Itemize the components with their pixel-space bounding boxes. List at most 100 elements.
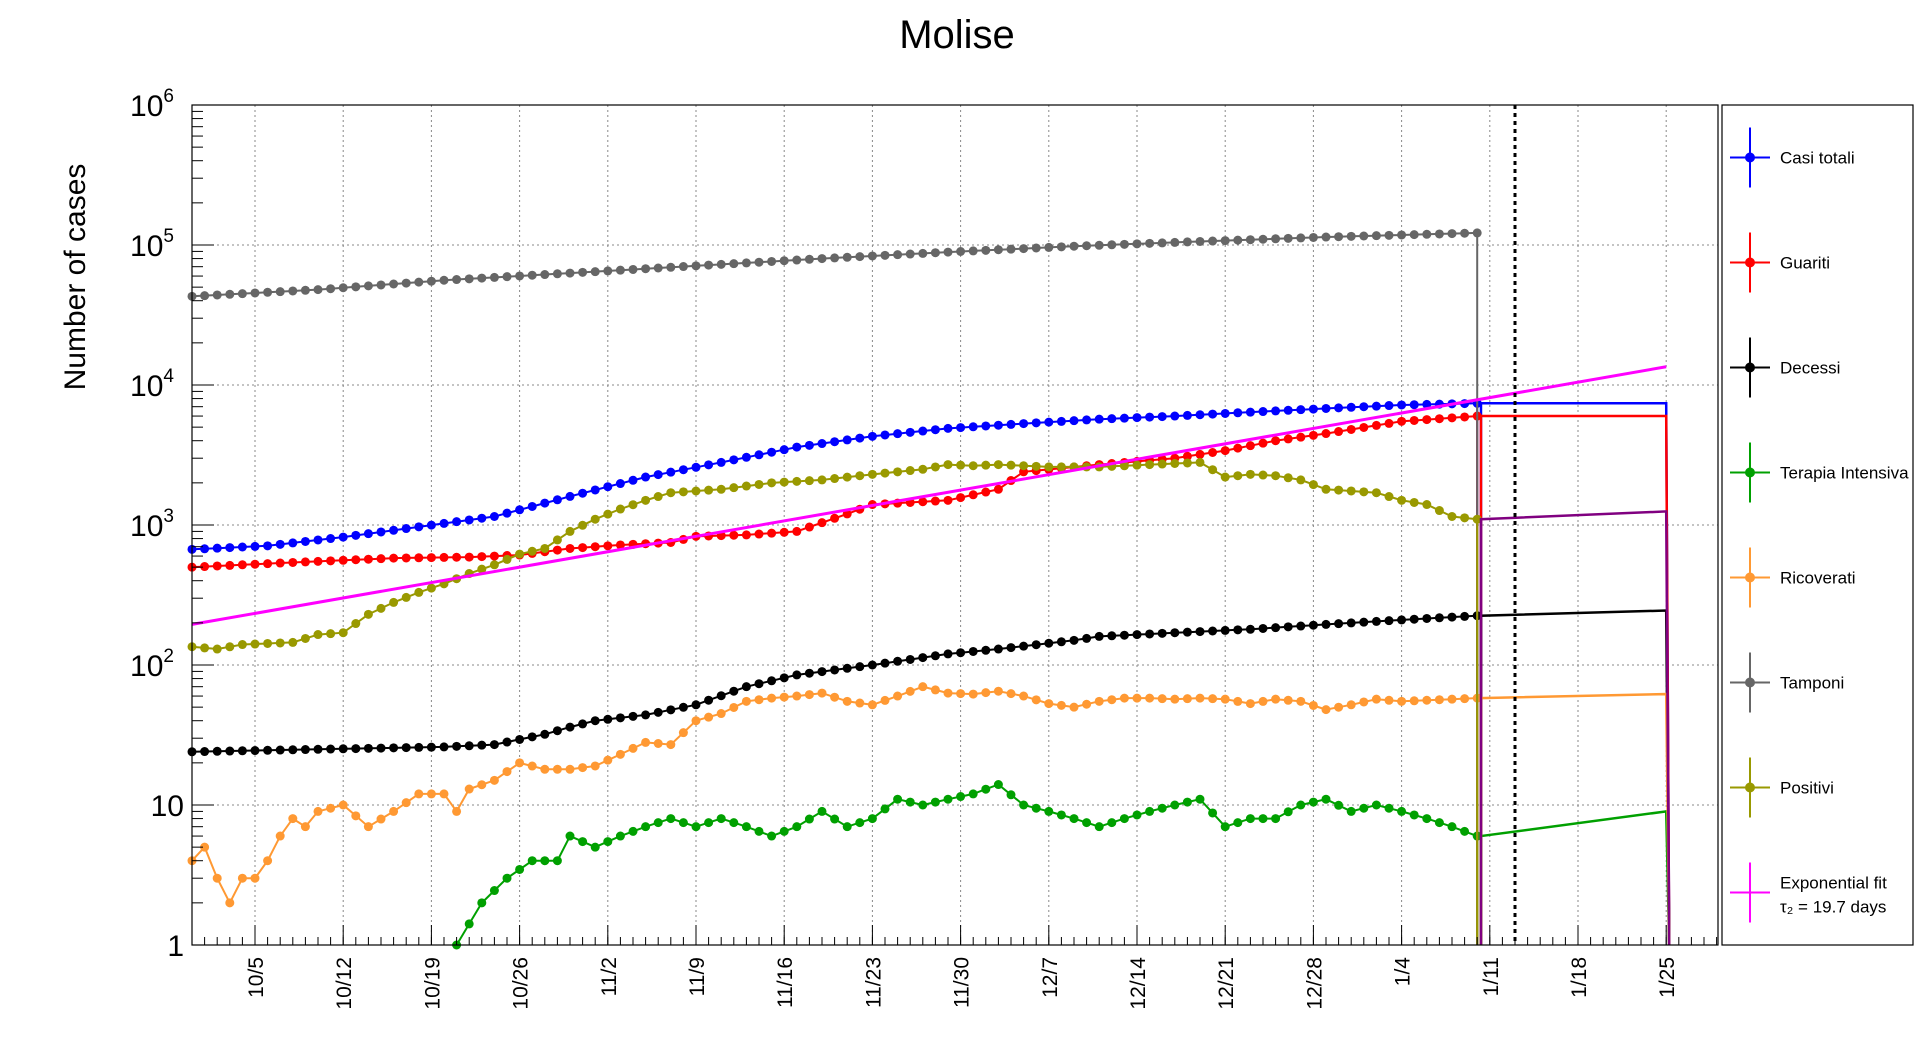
data-point xyxy=(1208,808,1218,818)
data-point xyxy=(389,806,399,816)
data-point xyxy=(905,466,915,476)
legend-entry: Casi totali xyxy=(1730,127,1855,188)
data-point xyxy=(1208,447,1218,457)
data-point xyxy=(1233,696,1243,706)
data-point xyxy=(477,513,487,523)
data-point xyxy=(477,564,487,574)
data-point xyxy=(200,643,210,653)
data-point xyxy=(1170,459,1180,469)
data-point xyxy=(1271,406,1281,416)
data-point xyxy=(1044,638,1054,648)
data-point xyxy=(590,542,600,552)
x-tick-label: 12/21 xyxy=(1215,957,1238,1010)
data-point xyxy=(237,560,247,570)
data-point xyxy=(1044,806,1054,816)
data-point xyxy=(993,245,1003,255)
data-point xyxy=(628,264,638,274)
data-point xyxy=(867,469,877,479)
data-point xyxy=(1145,806,1155,816)
data-point xyxy=(981,421,991,431)
data-point xyxy=(1359,617,1369,627)
x-tick-label: 11/2 xyxy=(598,957,621,996)
data-point xyxy=(1346,231,1356,241)
data-point xyxy=(1321,232,1331,242)
data-point xyxy=(1460,412,1470,422)
data-point xyxy=(1094,414,1104,424)
data-point xyxy=(313,744,323,754)
data-point xyxy=(426,583,436,593)
data-point xyxy=(527,761,537,771)
data-point xyxy=(565,764,575,774)
data-point xyxy=(1371,420,1381,430)
data-point xyxy=(502,767,512,777)
data-point xyxy=(225,746,235,756)
data-point xyxy=(263,287,273,297)
data-point xyxy=(1056,810,1066,820)
data-point xyxy=(237,542,247,552)
data-point xyxy=(653,707,663,717)
data-point xyxy=(1409,614,1419,624)
data-point xyxy=(1409,810,1419,820)
data-point xyxy=(1182,797,1192,807)
data-point xyxy=(893,794,903,804)
data-point xyxy=(1447,229,1457,239)
data-point xyxy=(527,732,537,742)
data-point xyxy=(275,831,285,841)
data-point xyxy=(1371,231,1381,241)
axes: 1 10 102 103 104 105 106 10/5 10/12 10/19 10/26 11/… xyxy=(130,86,1719,1010)
data-point xyxy=(918,653,928,663)
data-point xyxy=(918,682,928,692)
data-point xyxy=(956,423,966,433)
data-point xyxy=(830,474,840,484)
data-point xyxy=(1195,693,1205,703)
data-point xyxy=(288,814,298,824)
data-point xyxy=(981,784,991,794)
data-point xyxy=(263,559,273,569)
data-point xyxy=(565,831,575,841)
data-point xyxy=(1434,613,1444,623)
data-point xyxy=(1359,402,1369,412)
data-point xyxy=(804,814,814,824)
data-point xyxy=(968,646,978,656)
data-point xyxy=(1082,415,1092,425)
legend-label: Casi totali xyxy=(1780,149,1855,168)
legend-label: Decessi xyxy=(1780,359,1840,378)
data-point xyxy=(1044,699,1054,709)
data-point xyxy=(842,252,852,262)
data-point xyxy=(502,508,512,518)
data-point xyxy=(603,837,613,847)
data-point xyxy=(1119,413,1129,423)
data-point xyxy=(1031,695,1041,705)
x-tick-label: 10/12 xyxy=(333,957,356,1010)
data-point xyxy=(1195,410,1205,420)
data-point xyxy=(502,737,512,747)
data-point xyxy=(552,545,562,555)
data-point xyxy=(401,798,411,808)
data-point xyxy=(1019,641,1029,651)
data-point xyxy=(1119,461,1129,471)
data-point xyxy=(540,543,550,553)
data-point xyxy=(1019,800,1029,810)
data-point xyxy=(1384,616,1394,626)
data-point xyxy=(754,826,764,836)
x-tick-label: 1/25 xyxy=(1656,957,1679,998)
data-point xyxy=(641,264,651,274)
series-casi-totali xyxy=(187,398,1671,946)
data-point xyxy=(1371,488,1381,498)
data-point xyxy=(401,553,411,563)
data-point xyxy=(363,822,373,832)
data-point xyxy=(893,250,903,260)
data-point xyxy=(1447,694,1457,704)
data-point xyxy=(225,560,235,570)
data-point xyxy=(1409,415,1419,425)
data-point xyxy=(943,649,953,659)
data-point xyxy=(880,658,890,668)
data-point xyxy=(893,656,903,666)
data-point xyxy=(666,488,676,498)
data-point xyxy=(615,713,625,723)
data-point xyxy=(1220,694,1230,704)
data-point xyxy=(414,587,424,597)
data-point xyxy=(426,276,436,286)
data-point xyxy=(439,789,449,799)
data-point xyxy=(1321,794,1331,804)
